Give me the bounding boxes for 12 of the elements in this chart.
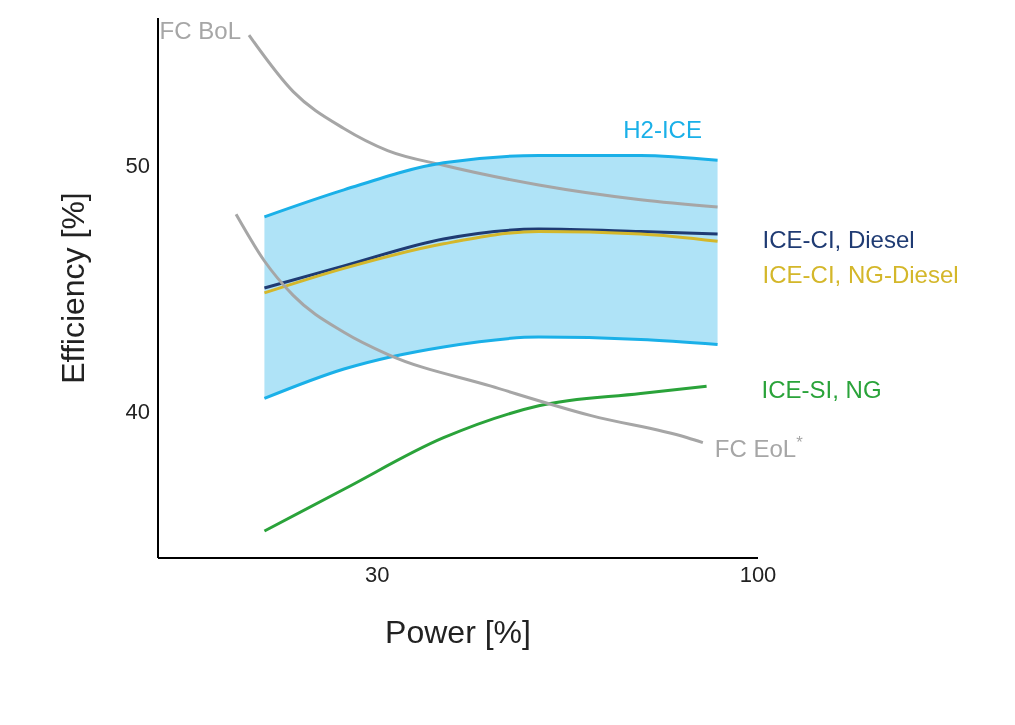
series-label: ICE-CI, Diesel — [762, 226, 915, 253]
text: ICE-SI, NG — [761, 376, 882, 404]
x-tick-label: 30 — [364, 561, 390, 587]
series-label: FC EoL$^{*}$ — [714, 432, 804, 462]
series-label: H2-ICE — [623, 116, 702, 144]
series-label: FC BoL — [159, 17, 241, 45]
y-tick-label: 40 — [125, 398, 150, 424]
x-axis-title: Power [%] — [385, 614, 531, 650]
x-tick-label: 100 — [739, 561, 777, 587]
y-tick-label: 50 — [125, 153, 150, 179]
y-axis-title: Efficiency [%] — [55, 192, 92, 384]
text: ICE-CI, NG-Diesel — [762, 261, 959, 289]
